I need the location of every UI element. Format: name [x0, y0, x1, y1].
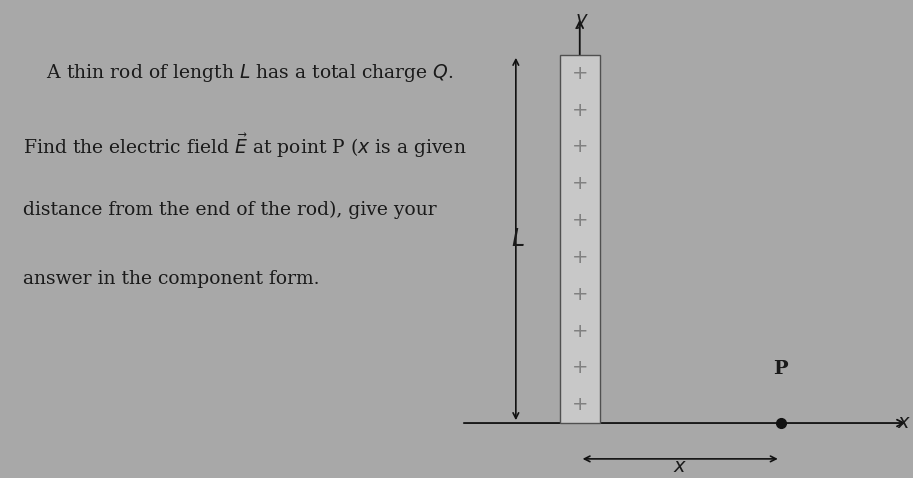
Text: +: +: [572, 211, 588, 230]
Text: A thin rod of length $L$ has a total charge $Q$.: A thin rod of length $L$ has a total cha…: [23, 62, 454, 84]
Text: +: +: [572, 358, 588, 377]
Text: P: P: [773, 359, 788, 378]
Text: Find the electric field $\vec{E}$ at point P ($x$ is a given: Find the electric field $\vec{E}$ at poi…: [23, 131, 467, 160]
Text: $x$: $x$: [673, 457, 687, 476]
Text: +: +: [572, 322, 588, 340]
Text: $y$: $y$: [575, 12, 590, 31]
Text: +: +: [572, 285, 588, 304]
Text: +: +: [572, 138, 588, 156]
Text: $x$: $x$: [897, 414, 911, 432]
Text: +: +: [572, 101, 588, 120]
Bar: [560, 55, 600, 423]
Text: +: +: [572, 248, 588, 267]
Text: $L$: $L$: [511, 228, 525, 250]
Text: answer in the component form.: answer in the component form.: [23, 270, 320, 288]
Text: +: +: [572, 64, 588, 83]
Text: +: +: [572, 174, 588, 193]
Text: +: +: [572, 395, 588, 414]
Text: distance from the end of the rod), give your: distance from the end of the rod), give …: [23, 201, 436, 219]
